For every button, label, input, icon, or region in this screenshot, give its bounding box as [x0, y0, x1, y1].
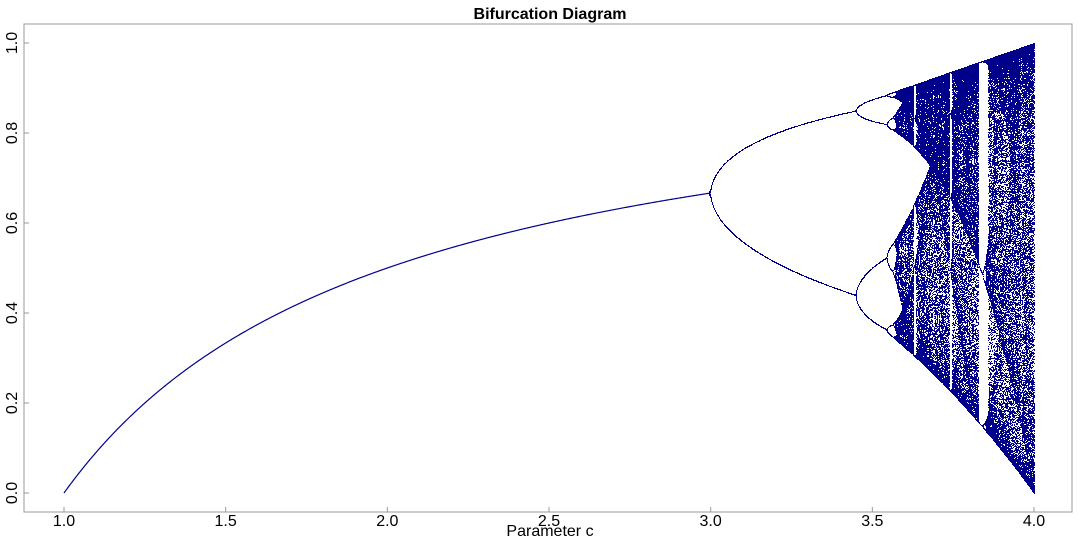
x-tick-label: 3.0	[700, 513, 722, 530]
bifurcation-point-cluster	[709, 83, 920, 360]
y-tick-label: 1.0	[4, 32, 21, 54]
x-tick-label: 3.5	[861, 513, 883, 530]
x-tick-label: 1.0	[53, 513, 75, 530]
plot-frame	[23, 23, 1073, 513]
x-axis-label: Parameter c	[506, 523, 593, 540]
y-tick-label: 0.6	[4, 212, 21, 234]
bifurcation-points	[63, 43, 1035, 494]
y-axis-ticks: 0.0 0.2 0.4 0.6 0.8 1.0	[4, 32, 29, 504]
y-tick-label: 0.4	[4, 302, 21, 324]
bifurcation-point-cluster	[919, 77, 938, 378]
x-tick-label: 4.0	[1023, 513, 1045, 530]
x-tick-label: 1.5	[215, 513, 237, 530]
y-tick-label: 0.0	[4, 482, 21, 504]
bifurcation-point-cluster	[955, 65, 971, 413]
bifurcation-point-cluster	[1021, 43, 1035, 493]
bifurcation-point-cluster	[994, 52, 1009, 459]
fixed-point-branch	[63, 192, 711, 494]
chart-title: Bifurcation Diagram	[474, 6, 627, 23]
y-tick-label: 0.8	[4, 122, 21, 144]
bifurcation-point-cluster	[1034, 52, 1035, 494]
x-tick-label: 2.5	[538, 513, 560, 530]
bifurcation-point-cluster	[937, 71, 956, 397]
bifurcation-point-cluster	[970, 57, 995, 441]
x-tick-label: 2.0	[376, 513, 398, 530]
x-axis-ticks: 1.0 1.5 2.0 2.5 3.0 3.5 4.0	[53, 507, 1045, 530]
bifurcation-point-cluster	[1008, 48, 1022, 475]
y-tick-label: 0.2	[4, 392, 21, 414]
